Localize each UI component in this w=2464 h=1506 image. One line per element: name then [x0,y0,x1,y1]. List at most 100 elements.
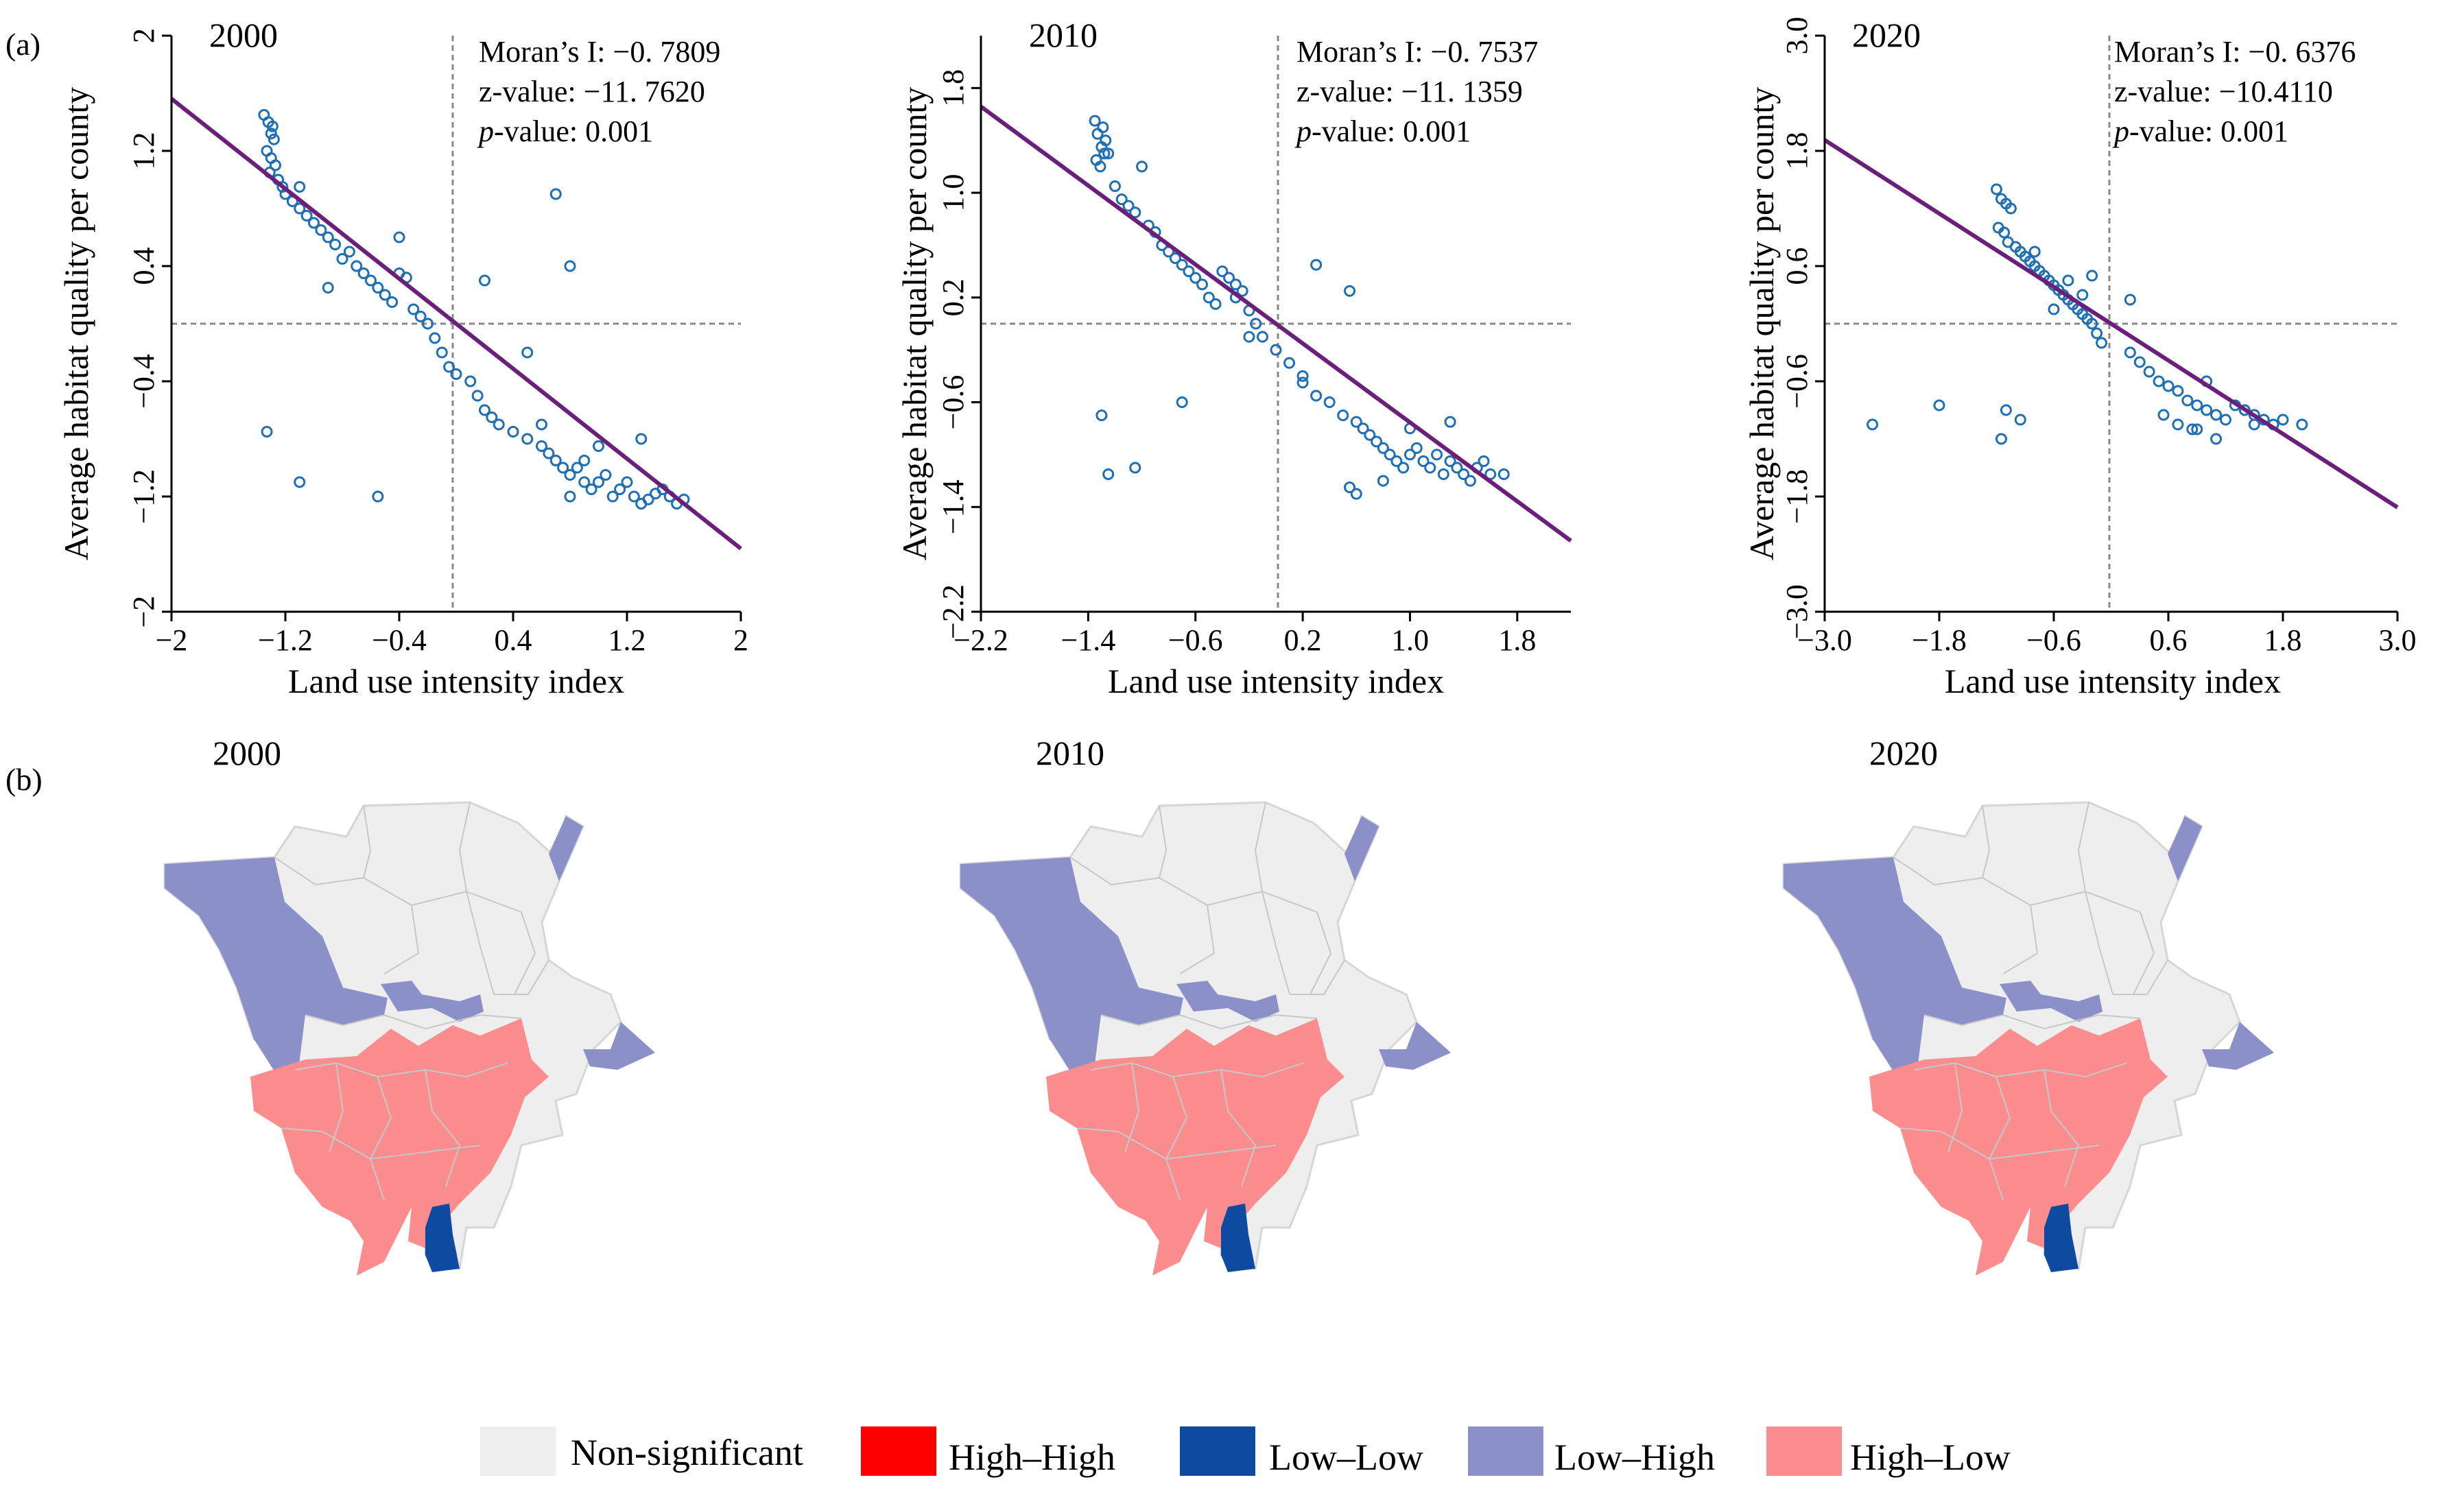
data-point [1236,285,1248,297]
data-point [1437,468,1449,481]
data-point [2014,414,2026,426]
data-point [379,289,391,301]
legend-label-low-low: Low–Low [1269,1437,1423,1478]
data-point [1478,455,1490,467]
data-point [2172,385,2184,397]
data-point [1203,291,1215,304]
data-point [2096,337,2108,349]
data-point [1991,183,2002,195]
data-point [336,253,348,265]
data-point [1098,147,1111,160]
data-point [1270,344,1282,356]
data-point [571,462,583,474]
data-point [2210,409,2223,421]
data-point [1115,193,1128,206]
data-point [1176,259,1188,271]
data-point [268,133,280,145]
data-point [2277,414,2289,426]
data-point [1189,272,1202,284]
morans-i-2000: Moran’s I: −0. 7809 [479,35,720,69]
x-tick-label-2010: 0.2 [1284,623,1322,657]
data-point [343,246,355,258]
ticks-2020: −3.0 −1.8 −0.6 0.6 1.8 3.0 −3.0 −1.8 −0.6 0.6 1.8 3… [1780,17,2417,658]
data-point [600,469,612,481]
y-axis-title-2000: Average habitat quality per county [57,87,95,560]
data-point [1458,468,1470,481]
panel-a-label: (a) [5,27,40,62]
data-point [436,346,448,359]
data-point [1350,488,1362,500]
legend-label-high-high: High–High [949,1437,1115,1478]
data-point [642,493,654,505]
data-point [1229,278,1242,291]
data-point [593,440,604,452]
data-point [549,455,562,466]
chart-title-2020: 2020 [1852,16,1921,54]
data-point [1377,475,1389,487]
y-tick-label-2010: 1.8 [936,69,970,107]
data-point [479,404,490,416]
data-point [1410,442,1423,454]
data-point [536,418,547,431]
map-year-2020: 2020 [1869,734,1938,772]
data-point [486,411,498,423]
data-point [1129,206,1141,219]
data-point [507,426,519,438]
data-point [1397,462,1410,474]
data-point [294,476,306,488]
data-point [2086,318,2098,330]
data-point [2157,409,2170,421]
data-points-2010 [1089,115,1510,500]
y-tick-label-2000: −1.2 [127,469,161,524]
data-point [2248,418,2260,431]
y-tick-label-2020: −0.6 [1780,354,1814,409]
map-year-2000: 2000 [213,734,281,772]
y-axis-title-2020: Average habitat quality per county [1742,87,1781,560]
y-tick-label-2020: 0.6 [1780,248,1814,285]
data-point [322,282,334,294]
y-tick-label-2010: 0.2 [936,278,970,316]
legend-swatch-non-significant [480,1426,556,1476]
data-point [578,455,591,466]
data-point [464,375,477,387]
data-point [414,311,427,322]
data-point [1403,449,1416,461]
data-point [557,462,569,474]
x-tick-label-2020: −1.8 [1912,623,1967,657]
morans-i-2020: Moran’s I: −0. 6376 [2114,35,2356,69]
data-point [543,447,555,459]
trend-line-2000 [170,97,742,551]
data-point [2133,356,2146,368]
data-point [1243,331,1255,343]
x-tick-label-2010: −2.2 [953,623,1008,657]
data-point [386,296,399,308]
data-point [1444,416,1456,428]
trend-line-2010 [980,105,1572,542]
data-point [1350,416,1362,428]
data-point [266,120,279,132]
data-point [1102,147,1115,160]
legend-label-low-high: Low–High [1554,1437,1715,1478]
data-point [593,476,604,488]
data-point [422,318,434,330]
data-point [407,303,420,315]
ticks-2010: −2.2 −1.4 −0.6 0.2 1.0 1.8 −2.2 −1.4 −0.6 0.2 1.0 1… [936,69,1536,657]
data-point [393,231,405,243]
data-point [1384,449,1396,461]
data-point [549,188,562,200]
data-point [2153,375,2165,387]
x-tick-label-2010: −0.6 [1168,623,1223,657]
data-point [1371,435,1383,448]
data-point [1867,418,1879,431]
y-tick-label-2010: 1.0 [936,174,970,212]
y-tick-label-2010: −2.2 [936,584,970,639]
data-point [521,346,534,359]
x-tick-label-2000: −2 [156,623,188,657]
data-point [2191,399,2203,411]
data-point [1998,226,2011,239]
x-tick-label-2000: −0.4 [372,623,427,657]
legend: Non-significant High–High Low–Low Low–Hi… [480,1426,2011,1478]
y-tick-label-2020: 1.8 [1780,132,1814,170]
data-point [1209,298,1222,310]
data-point [606,490,619,503]
